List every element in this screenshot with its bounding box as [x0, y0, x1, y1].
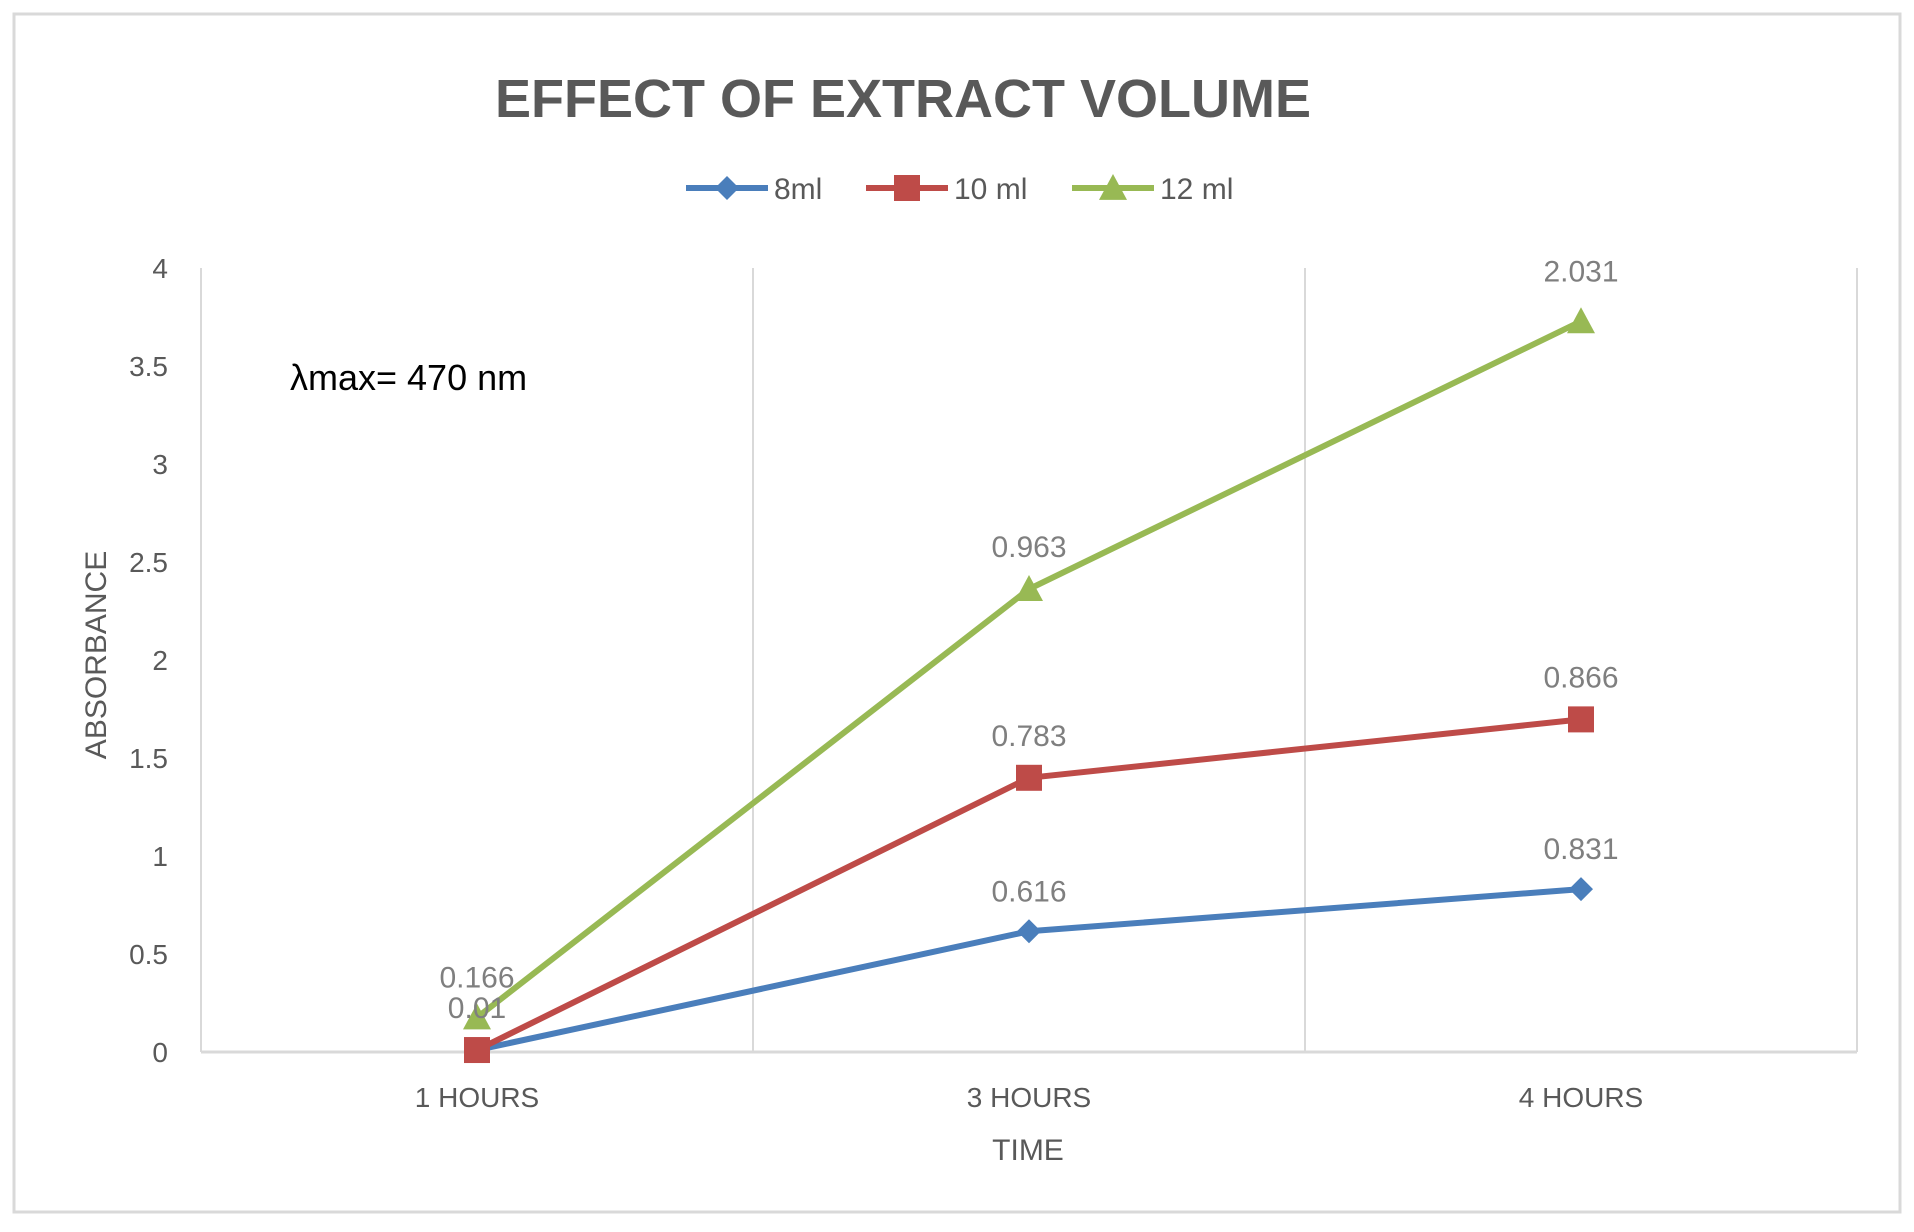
data-label: 0.616 — [991, 875, 1066, 908]
data-point — [715, 176, 739, 200]
y-tick-label: 1.5 — [129, 743, 168, 774]
data-point — [463, 1003, 491, 1030]
x-tick-label: 3 HOURS — [967, 1082, 1091, 1113]
series-10-ml — [464, 706, 1594, 1064]
lambda-max-annotation: λmax= 470 nm — [290, 357, 527, 398]
data-point — [894, 175, 920, 201]
y-axis-title: ABSORBANCE — [80, 551, 113, 759]
y-tick-label: 3.5 — [129, 351, 168, 382]
data-point — [1017, 919, 1041, 944]
legend-entry: 8ml — [686, 173, 822, 206]
x-axis-title: TIME — [992, 1134, 1064, 1167]
y-tick-label: 1 — [152, 841, 168, 872]
data-label: 0.01 — [448, 992, 506, 1025]
legend-label: 10 ml — [954, 173, 1027, 206]
series-layer — [463, 307, 1595, 1064]
y-tick-label: 0.5 — [129, 939, 168, 970]
gridlines — [200, 268, 1858, 1052]
legend-entry: 12 ml — [1072, 173, 1233, 206]
legend-label: 8ml — [774, 173, 822, 206]
data-point — [1016, 764, 1042, 791]
y-tick-label: 0 — [152, 1037, 168, 1068]
data-label: 0.963 — [991, 531, 1066, 564]
chart-frame — [12, 12, 1902, 1214]
x-tick-labels: 1 HOURS 3 HOURS 4 HOURS — [415, 1082, 1643, 1113]
legend-entry: 10 ml — [866, 173, 1027, 206]
data-labels: 0.616 0.831 0.01 0.783 0.866 0.166 0.963 2.031 — [439, 255, 1618, 1025]
y-tick-label: 2.5 — [129, 547, 168, 578]
x-tick-label: 1 HOURS — [415, 1082, 539, 1113]
data-label: 0.866 — [1543, 661, 1618, 694]
legend-label: 12 ml — [1160, 173, 1233, 206]
chart-title: EFFECT OF EXTRACT VOLUME — [495, 69, 1311, 129]
y-tick-labels: 0 0.5 1 1.5 2 2.5 3 3.5 4 — [129, 253, 168, 1068]
y-tick-label: 4 — [152, 253, 168, 284]
data-label: 0.831 — [1543, 833, 1618, 866]
x-tick-label: 4 HOURS — [1519, 1082, 1643, 1113]
data-label: 0.783 — [991, 720, 1066, 753]
data-label: 2.031 — [1543, 255, 1618, 288]
data-point — [1567, 307, 1595, 334]
series-12-ml — [463, 307, 1595, 1030]
data-label: 0.166 — [439, 962, 514, 995]
y-tick-label: 2 — [152, 645, 168, 676]
data-point — [1569, 877, 1593, 902]
y-tick-label: 3 — [152, 449, 168, 480]
data-point — [1568, 706, 1594, 733]
data-point — [464, 1037, 490, 1064]
legend: 8ml 10 ml 12 ml — [686, 173, 1233, 206]
data-point — [1099, 174, 1127, 200]
data-point — [1015, 575, 1043, 601]
